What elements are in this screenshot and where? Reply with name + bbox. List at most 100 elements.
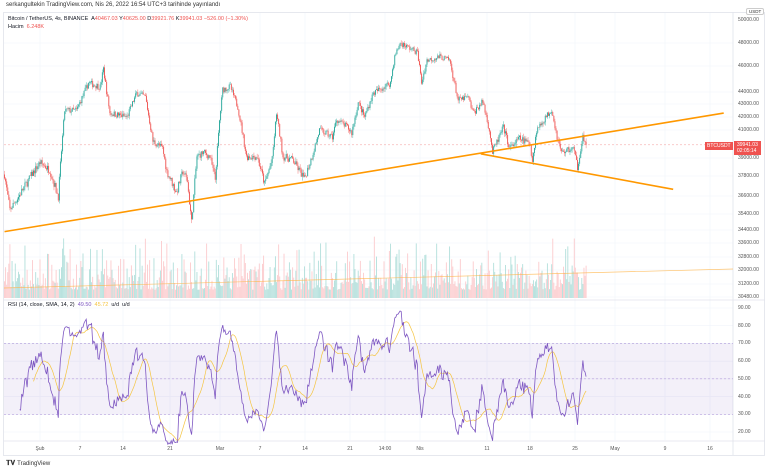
candle-body: [448, 56, 449, 60]
candle: [223, 86, 225, 94]
candle: [536, 131, 538, 141]
volume-bar: [573, 238, 575, 298]
rsi-line: [19, 310, 587, 446]
price-tick: 36600.00: [738, 193, 759, 199]
candle: [36, 163, 38, 173]
open-prefix: A: [91, 16, 95, 22]
candle: [62, 133, 64, 154]
candle-body: [564, 151, 566, 154]
candle-body: [345, 122, 347, 125]
candle-body: [41, 160, 43, 164]
candle: [237, 103, 239, 110]
volume-bar: [156, 280, 158, 298]
candle-body: [431, 60, 433, 62]
candle-body: [227, 89, 229, 91]
volume-bar: [526, 275, 528, 298]
candle-body: [382, 88, 384, 91]
candle: [165, 156, 167, 173]
candle-body: [566, 149, 568, 153]
candle: [450, 59, 452, 67]
candle: [238, 109, 240, 118]
candle-body: [335, 122, 337, 127]
candle-body: [184, 173, 186, 175]
candle: [372, 91, 374, 96]
volume-bar: [476, 269, 477, 298]
candle-body: [292, 156, 294, 159]
volume-bar: [206, 243, 208, 298]
candle: [268, 168, 270, 175]
candle-body: [523, 137, 525, 144]
candle-body: [350, 130, 352, 132]
volume-bar: [304, 266, 305, 298]
volume-bar: [392, 289, 394, 298]
volume-bar: [155, 288, 157, 298]
candle-body: [8, 194, 10, 200]
volume-bar: [569, 276, 571, 298]
candle: [50, 171, 52, 181]
candle: [448, 54, 449, 62]
currency-button[interactable]: USDT: [746, 8, 765, 15]
candle: [13, 201, 15, 204]
candle: [177, 188, 179, 196]
candle: [167, 167, 169, 179]
volume-bar: [335, 272, 337, 298]
candle-body: [339, 121, 341, 122]
volume-bar: [278, 244, 280, 298]
candle: [433, 60, 434, 63]
volume-bar: [261, 282, 262, 298]
rsi-label[interactable]: RSI (14, close, SMA, 14, 2): [8, 302, 75, 308]
candle: [573, 144, 575, 154]
volume-bar: [523, 288, 525, 298]
candle: [147, 99, 148, 112]
volume-bar: [244, 263, 246, 298]
symbol-title[interactable]: Bitcoin / TetherUS, 4s, BINANCE: [8, 16, 89, 22]
price-tick: 41000.00: [738, 127, 759, 133]
volume-bar: [514, 255, 516, 298]
candle: [333, 130, 334, 142]
volume-bar: [133, 280, 134, 298]
volume-bar: [505, 264, 506, 298]
tradingview-logo[interactable]: 𝐓𝐕 TradingView: [6, 460, 50, 468]
volume-bar: [382, 288, 384, 298]
candle-body: [304, 175, 305, 177]
candle-body: [190, 204, 191, 212]
candle: [21, 185, 23, 196]
volume-bar: [357, 270, 359, 298]
candle-body: [95, 85, 97, 89]
candle: [28, 175, 30, 182]
volume-bar: [81, 267, 83, 298]
candle: [130, 104, 132, 107]
candle: [415, 48, 417, 56]
candle: [187, 180, 189, 194]
candle: [198, 150, 200, 156]
volume-label[interactable]: Hacim: [8, 24, 24, 30]
candle: [186, 174, 188, 183]
volume-bar: [47, 253, 48, 298]
volume-bar: [510, 256, 512, 298]
change-value: −526.00 (−1.30%): [203, 16, 248, 22]
volume-bar: [172, 262, 174, 298]
candle-body: [319, 128, 320, 136]
candle: [429, 57, 431, 60]
candle-body: [192, 212, 194, 220]
volume-bar: [227, 281, 229, 298]
volume-bar: [199, 275, 201, 298]
volume-bar: [413, 270, 415, 298]
candle-body: [7, 187, 9, 195]
candle-body: [109, 106, 111, 114]
candle: [196, 154, 198, 172]
chart-frame[interactable]: [3, 12, 765, 456]
volume-bar: [148, 288, 150, 298]
candle-body: [337, 120, 339, 124]
candle-body: [502, 124, 504, 127]
volume-bar: [295, 270, 297, 298]
candle-body: [255, 157, 257, 160]
time-tick: 21: [347, 446, 353, 452]
candle-body: [478, 107, 480, 110]
candle-body: [403, 42, 405, 47]
candle-body: [353, 123, 355, 127]
candle: [15, 200, 17, 204]
volume-bar: [157, 286, 159, 298]
volume-bar: [116, 288, 118, 298]
